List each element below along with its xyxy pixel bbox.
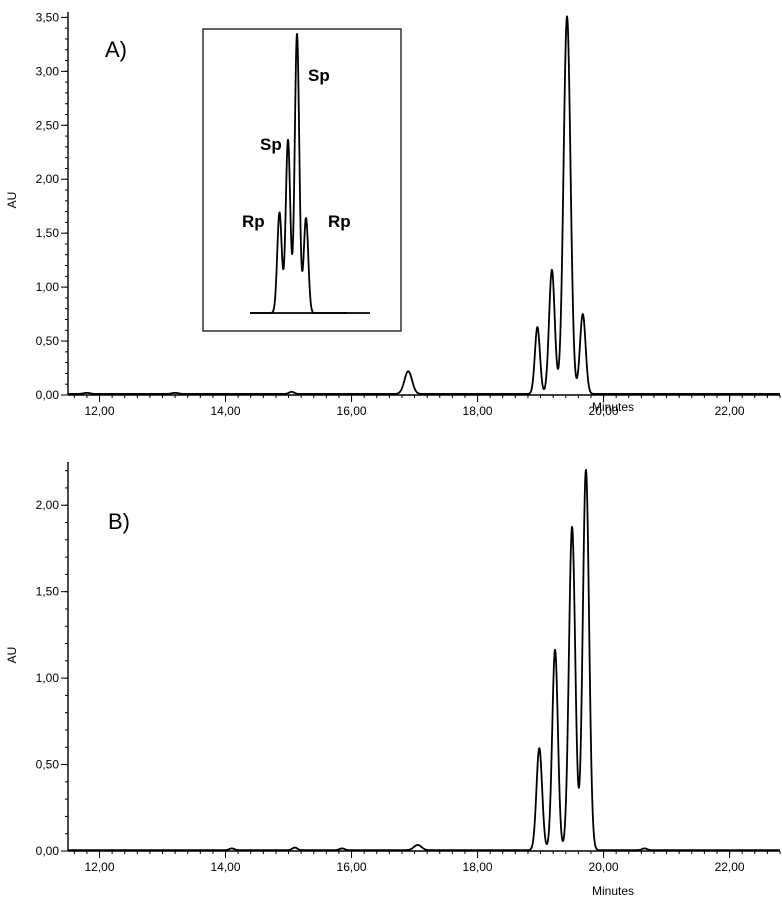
inset-peak-label-rp-right: Rp (328, 212, 351, 231)
panel-a-y-axis-label: AU (5, 192, 19, 209)
panel-b-x-tick-label: 12,00 (84, 860, 114, 874)
panel-a-y-tick-label: 3,00 (36, 64, 60, 78)
panel-a-y-tick-label: 3,50 (36, 10, 60, 24)
panel-a-label: A) (105, 37, 127, 62)
panel-b-x-tick-label: 14,00 (211, 860, 241, 874)
panel-b-x-tick-label: 20,00 (589, 860, 619, 874)
panel-b-x-tick-label: 18,00 (463, 860, 493, 874)
panel-a-y-tick-label: 1,50 (36, 226, 60, 240)
panel-b-y-tick-label: 1,50 (36, 585, 60, 599)
panel-a-trace (67, 15, 781, 395)
panel-b-y-tick-label: 0,00 (36, 844, 60, 858)
panel-a-y-tick-label: 0,50 (36, 334, 60, 348)
panel-b-y-tick-label: 1,00 (36, 671, 60, 685)
inset-frame (202, 28, 402, 332)
panel-a-y-tick-label: 2,00 (36, 172, 60, 186)
panel-a-x-axis-label: Minutes (592, 400, 634, 414)
inset-peak-label-sp-left: Sp (260, 135, 282, 154)
panel-a-x-tick-label: 16,00 (337, 404, 367, 418)
panel-b-y-tick-label: 0,50 (36, 758, 60, 772)
panel-a-y-tick-label: 2,50 (36, 118, 60, 132)
inset-peak-label-sp-top: Sp (308, 66, 330, 85)
panel-b-y-tick-label: 2,00 (36, 498, 60, 512)
panel-b-x-tick-label: 16,00 (337, 860, 367, 874)
panel-a-inset: Rp Sp Sp Rp (202, 28, 402, 332)
panel-b-trace (67, 468, 781, 852)
panel-b-x-tick-label: 22,00 (715, 860, 745, 874)
panel-a-x-tick-label: 14,00 (211, 404, 241, 418)
inset-peak-label-rp-left: Rp (242, 212, 265, 231)
panel-b-y-axis-label: AU (5, 647, 19, 664)
panel-a-x-tick-label: 20,00 (589, 404, 619, 418)
panel-a-chart: 12,00 14,00 16,00 18,00 20,00 22,00 0,00 0,50 1,… (5, 10, 781, 418)
panel-b-axes: 12,00 14,00 16,00 18,00 20,00 22,00 0,00 0,50 1,… (36, 462, 781, 874)
panel-b-chart: 12,00 14,00 16,00 18,00 20,00 22,00 0,00 0,50 1,… (5, 462, 781, 898)
panel-a-x-tick-label: 22,00 (715, 404, 745, 418)
panel-a-axes: 12,00 14,00 16,00 18,00 20,00 22,00 0,00 0,50 1,… (36, 10, 781, 418)
panel-b-label: B) (108, 509, 130, 534)
panel-a-y-tick-label: 1,00 (36, 280, 60, 294)
panel-b-x-axis-label: Minutes (592, 884, 634, 898)
panel-a-x-tick-label: 18,00 (463, 404, 493, 418)
panel-a-y-tick-label: 0,00 (36, 388, 60, 402)
panel-a-x-tick-label: 12,00 (84, 404, 114, 418)
